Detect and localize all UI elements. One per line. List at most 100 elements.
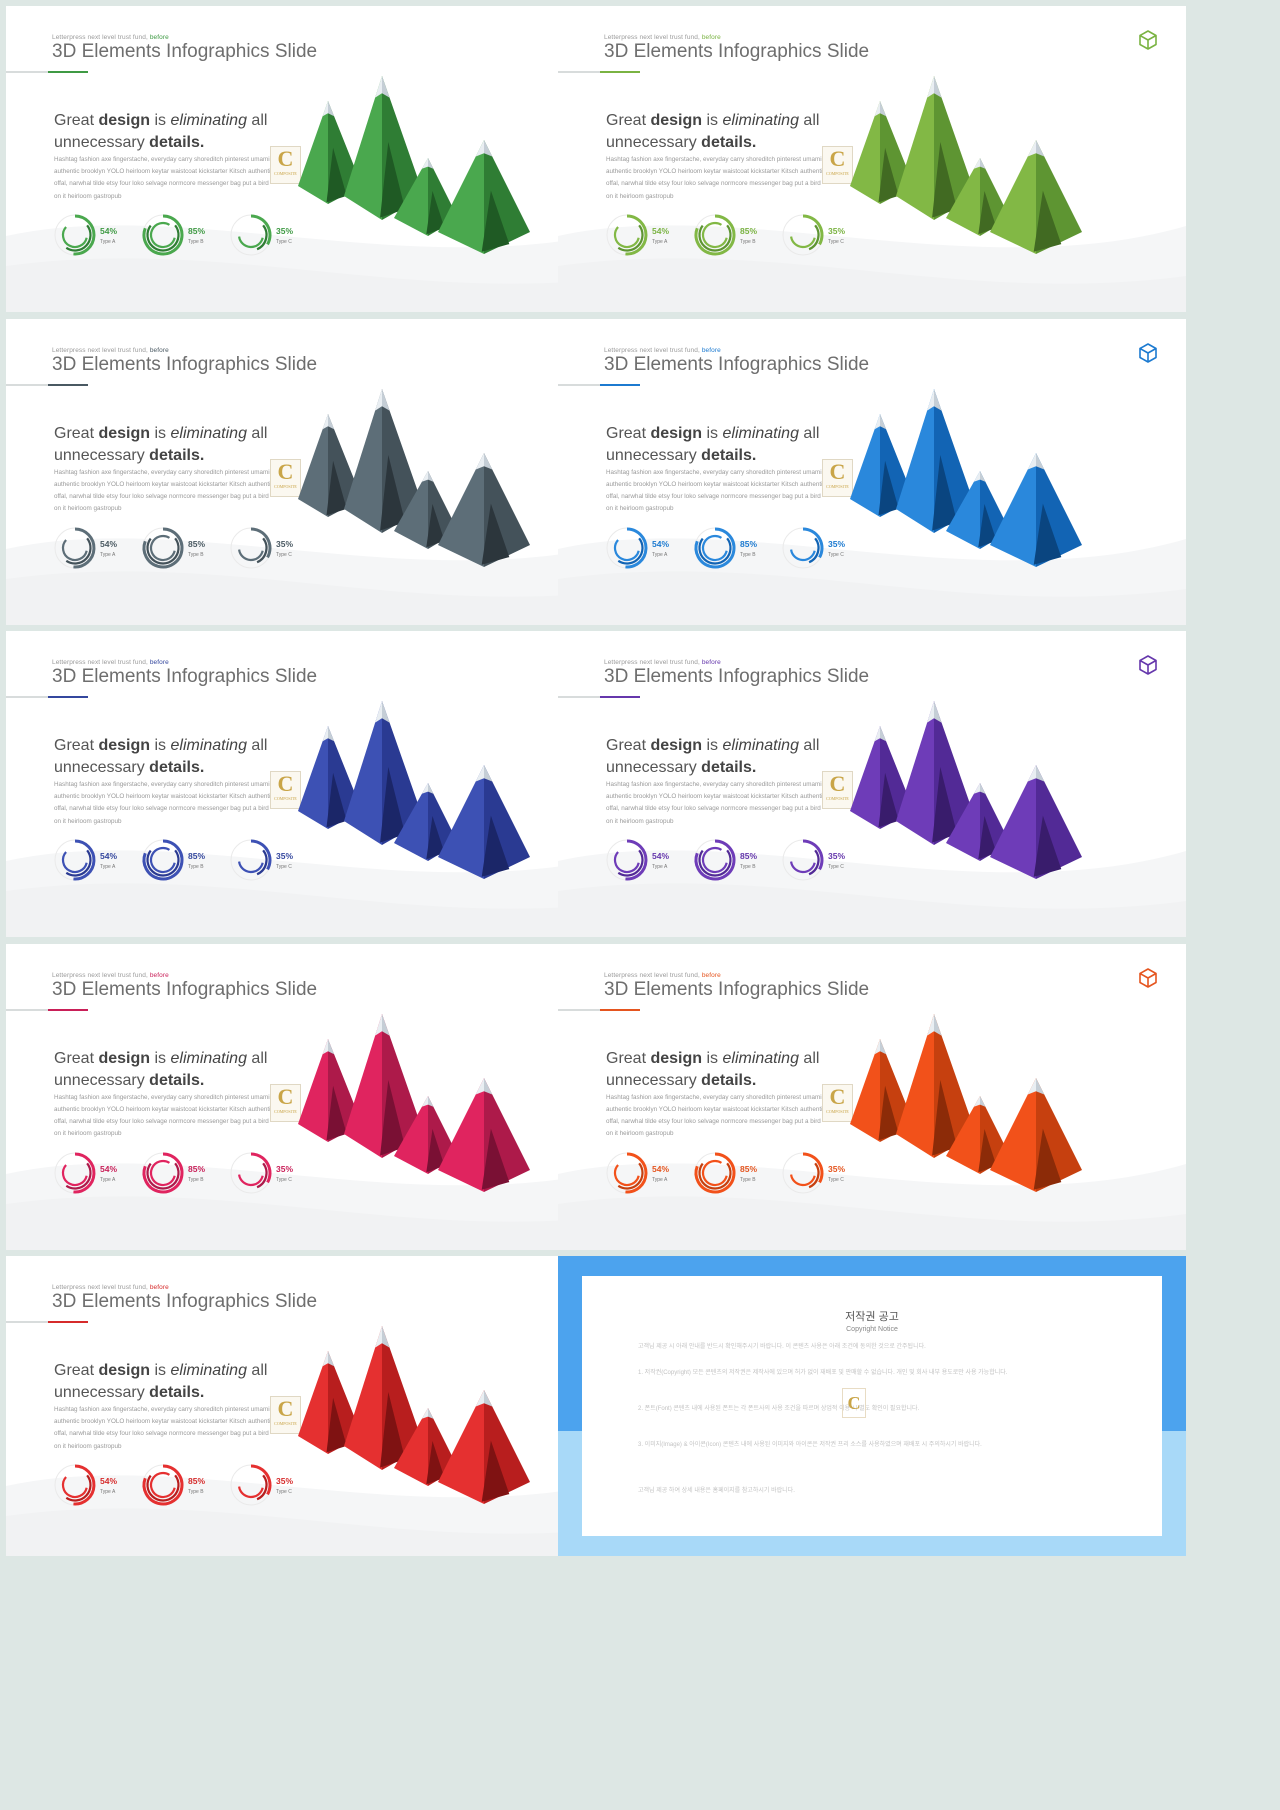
title-underline-accent <box>48 1008 88 1011</box>
notice-card: 저작권 공고 Copyright Notice 고객님 제공 시 아래 안내를 반드… <box>582 1276 1162 1536</box>
stat-percent: 54% <box>100 538 118 549</box>
stat-label: Type A <box>100 239 116 245</box>
ring-arc <box>61 1163 88 1186</box>
ring-arc <box>61 538 88 561</box>
ring-arc <box>694 214 736 256</box>
stat-label: Type C <box>276 1176 292 1183</box>
ring-arc <box>698 849 732 877</box>
headline-part: all <box>246 112 268 129</box>
headline-bold: design <box>650 112 703 129</box>
stat-label: Type B <box>188 551 204 558</box>
ring-arc <box>625 214 648 256</box>
stat-percent: 54% <box>100 226 118 236</box>
eyebrow-main: Letterpress next level trust fund, <box>52 1284 150 1291</box>
ring-arc <box>802 214 824 246</box>
snow-cap-left <box>874 413 880 429</box>
ring-arc <box>701 1159 728 1186</box>
body-paragraph: Hashtag fashion axe fingerstache, everyd… <box>606 468 826 513</box>
mountain-shadow <box>1033 1128 1062 1190</box>
stat-percent: 54% <box>652 851 670 861</box>
headline-part: Great <box>606 737 651 754</box>
ring-arc <box>790 236 816 249</box>
mountain-left-face <box>394 1095 428 1174</box>
stat-ring-1: 54% Type A <box>604 1150 694 1200</box>
snow-cap-left <box>475 1077 484 1095</box>
headline-bold: design <box>650 737 703 754</box>
headline-part: all <box>246 1362 268 1379</box>
ring-arc <box>808 1162 820 1188</box>
ring-chart <box>782 527 824 568</box>
title-underline-accent <box>48 1321 88 1323</box>
body-paragraph: Hashtag fashion axe fingerstache, everyd… <box>54 1406 274 1450</box>
ring-arc <box>625 1152 648 1193</box>
mountain-left-face <box>850 726 880 829</box>
mountain-left-face <box>298 413 328 517</box>
headline: Great design is eliminating all unnecessa… <box>606 1048 846 1092</box>
ring-arc <box>61 226 88 249</box>
headline-part: Great <box>54 112 99 129</box>
mountains-illustration <box>850 388 1082 567</box>
stamp-letter: C <box>277 1396 294 1421</box>
stat-percent: 35% <box>828 1163 846 1174</box>
mountain-left-face <box>298 726 328 829</box>
mountain-left-face <box>298 1038 328 1142</box>
eyebrow-main: Letterpress next level trust fund, <box>52 971 150 979</box>
ring-arc <box>65 1474 92 1502</box>
mountain-shadow <box>426 191 445 235</box>
mountain-shadow <box>380 454 406 531</box>
ring-arc <box>698 537 732 565</box>
headline-italic: eliminating <box>722 737 799 754</box>
logo-stamp: C COMPOSITE <box>822 1083 853 1122</box>
eyebrow-main: Letterpress next level trust fund, <box>52 346 150 354</box>
ring-arc <box>142 1152 184 1193</box>
mountain-shadow <box>932 142 958 218</box>
ring-chart <box>694 214 736 256</box>
headline-part: all <box>798 737 820 754</box>
mountain-shadow <box>978 1128 997 1172</box>
ring-arc <box>65 849 92 877</box>
ring-arc <box>238 1173 264 1186</box>
headline-bold: details. <box>149 134 205 151</box>
mountains-illustration <box>298 701 530 879</box>
headline: Great design is eliminating all unnecessa… <box>54 1360 294 1404</box>
cube-icon <box>1139 967 1157 988</box>
headline-part: unnecessary <box>54 759 150 776</box>
title-underline <box>6 383 88 386</box>
snow-cap-right <box>328 726 335 742</box>
stat-ring-3: 35% Type C <box>228 212 318 262</box>
eyebrow-main: Letterpress next level trust fund, <box>604 659 702 666</box>
stat-label: Type B <box>740 239 756 245</box>
infographic-slide-indigo: Letterpress next level trust fund, befor… <box>6 631 634 937</box>
headline-italic: eliminating <box>722 1049 799 1067</box>
mountain-shadow <box>481 190 510 252</box>
mountains-illustration <box>298 388 530 567</box>
mountain-shadow <box>380 767 406 843</box>
snow-cap-left <box>1027 765 1036 782</box>
eyebrow-accent: before <box>149 346 169 354</box>
stat-label: Type B <box>188 1489 204 1495</box>
snow-cap-left <box>421 470 428 482</box>
ring-arc <box>65 1162 92 1190</box>
mountain-shadow <box>326 1085 347 1140</box>
stat-ring-2: 85% Type B <box>692 212 782 262</box>
stat-ring-3: 35% Type C <box>780 837 870 887</box>
eyebrow-text: Letterpress next level trust fund, befor… <box>52 347 169 354</box>
ring-arc <box>694 839 736 881</box>
headline-part: Great <box>606 424 651 442</box>
stat-percent: 35% <box>276 1163 294 1174</box>
stat-label: Type A <box>100 1176 116 1183</box>
snow-cap-left <box>375 1013 382 1036</box>
stat-ring-1: 54% Type A <box>52 525 142 575</box>
mountain-shadow <box>326 1397 347 1453</box>
mountains-illustration <box>298 1326 530 1504</box>
ring-arc <box>73 1152 96 1193</box>
headline-part: unnecessary <box>54 1071 150 1089</box>
headline-part: unnecessary <box>606 446 702 464</box>
infographic-slide-green: Letterpress next level trust fund, befor… <box>6 6 634 312</box>
logo-stamp: C COMPOSITE <box>822 771 853 809</box>
snow-cap-left <box>475 1390 484 1407</box>
headline-italic: eliminating <box>170 1049 247 1067</box>
stamp-letter: C <box>277 1083 294 1109</box>
infographic-slide-magenta: Letterpress next level trust fund, befor… <box>6 943 634 1250</box>
